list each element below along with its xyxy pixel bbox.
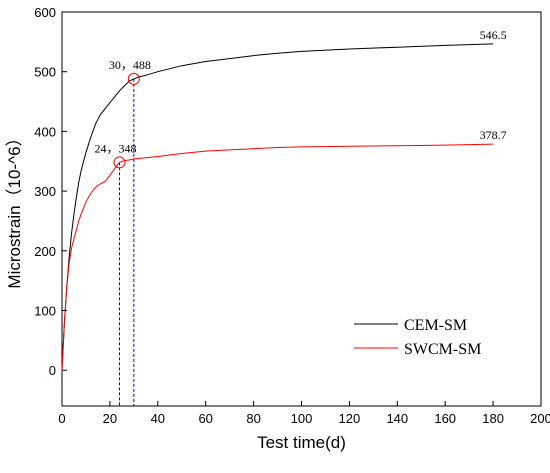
x-tick-label: 100 bbox=[291, 411, 313, 426]
series-line-swcm-sm bbox=[61, 143, 494, 371]
y-tick-label: 600 bbox=[34, 5, 56, 20]
y-tick-label: 100 bbox=[34, 303, 56, 318]
x-tick-label: 200 bbox=[530, 411, 550, 426]
x-tick-label: 140 bbox=[386, 411, 408, 426]
x-tick-label: 20 bbox=[103, 411, 117, 426]
x-tick-label: 160 bbox=[434, 411, 456, 426]
point-label: 24，348 bbox=[94, 141, 136, 155]
x-tick-label: 60 bbox=[198, 411, 212, 426]
y-tick-label: 300 bbox=[34, 184, 56, 199]
x-axis-title: Test time(d) bbox=[257, 433, 346, 452]
end-value-label: 546.5 bbox=[480, 28, 507, 42]
legend-label: SWCM-SM bbox=[404, 341, 481, 358]
y-tick-label: 500 bbox=[34, 65, 56, 80]
series-layer bbox=[61, 43, 494, 371]
legend-label: CEM-SM bbox=[404, 317, 467, 334]
y-tick-label: 200 bbox=[34, 244, 56, 259]
end-value-label: 378.7 bbox=[480, 128, 507, 142]
y-tick-label: 400 bbox=[34, 124, 56, 139]
y-tick-label: 0 bbox=[49, 363, 56, 378]
highlight-circle bbox=[127, 72, 140, 85]
series-line-cem-sm bbox=[61, 43, 494, 371]
y-axis-title: Microstrain（10-^6） bbox=[5, 129, 24, 288]
legend: CEM-SM SWCM-SM bbox=[354, 317, 481, 358]
guide-lines bbox=[118, 78, 135, 406]
annotation-layer: 30，488 24，348 546.5 378.7 bbox=[94, 28, 507, 169]
x-tick-label: 40 bbox=[151, 411, 165, 426]
axes: 0 20 40 60 80 100 120 140 160 180 200 0 100 200 300 400… bbox=[34, 5, 550, 426]
x-tick-label: 80 bbox=[246, 411, 260, 426]
highlight-circle bbox=[113, 156, 126, 169]
x-tick-label: 180 bbox=[482, 411, 504, 426]
x-tick-label: 0 bbox=[58, 411, 65, 426]
x-tick-label: 120 bbox=[339, 411, 361, 426]
point-label: 30，488 bbox=[109, 58, 151, 72]
